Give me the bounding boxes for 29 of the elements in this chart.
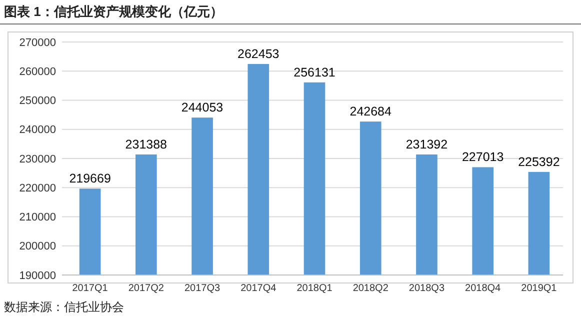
y-tick-label: 260000 [19,66,56,78]
data-label: 219669 [69,172,111,186]
x-tick-label: 2017Q2 [128,283,164,294]
source-note: 数据来源：信托业协会 [4,300,124,314]
x-tick-label: 2017Q3 [184,283,221,294]
x-tick-label: 2018Q1 [296,283,333,294]
y-tick-label: 200000 [19,240,56,253]
data-label: 231392 [406,137,448,152]
data-label: 256131 [294,65,336,80]
data-label: 262453 [238,46,280,61]
chart-title: 图表 1：信托业资产规模变化（亿元） [4,4,223,19]
y-tick-label: 220000 [19,182,56,194]
y-tick-label: 210000 [19,212,56,224]
data-label: 225392 [518,154,560,169]
y-tick-label: 250000 [19,95,56,108]
y-tick-label: 230000 [19,153,56,166]
data-label: 244053 [181,100,224,115]
x-tick-label: 2018Q2 [352,283,389,294]
data-label: 242684 [350,104,392,119]
y-tick-label: 240000 [19,124,56,136]
y-tick-label: 270000 [19,36,56,49]
x-tick-label: 2017Q4 [240,283,277,294]
x-tick-label: 2019Q1 [521,283,558,294]
y-tick-label: 190000 [19,270,56,282]
x-tick-label: 2018Q3 [408,283,445,294]
x-tick-label: 2017Q1 [72,283,108,294]
data-label: 227013 [462,150,504,164]
data-label: 231388 [125,137,168,152]
x-tick-label: 2018Q4 [465,283,502,294]
